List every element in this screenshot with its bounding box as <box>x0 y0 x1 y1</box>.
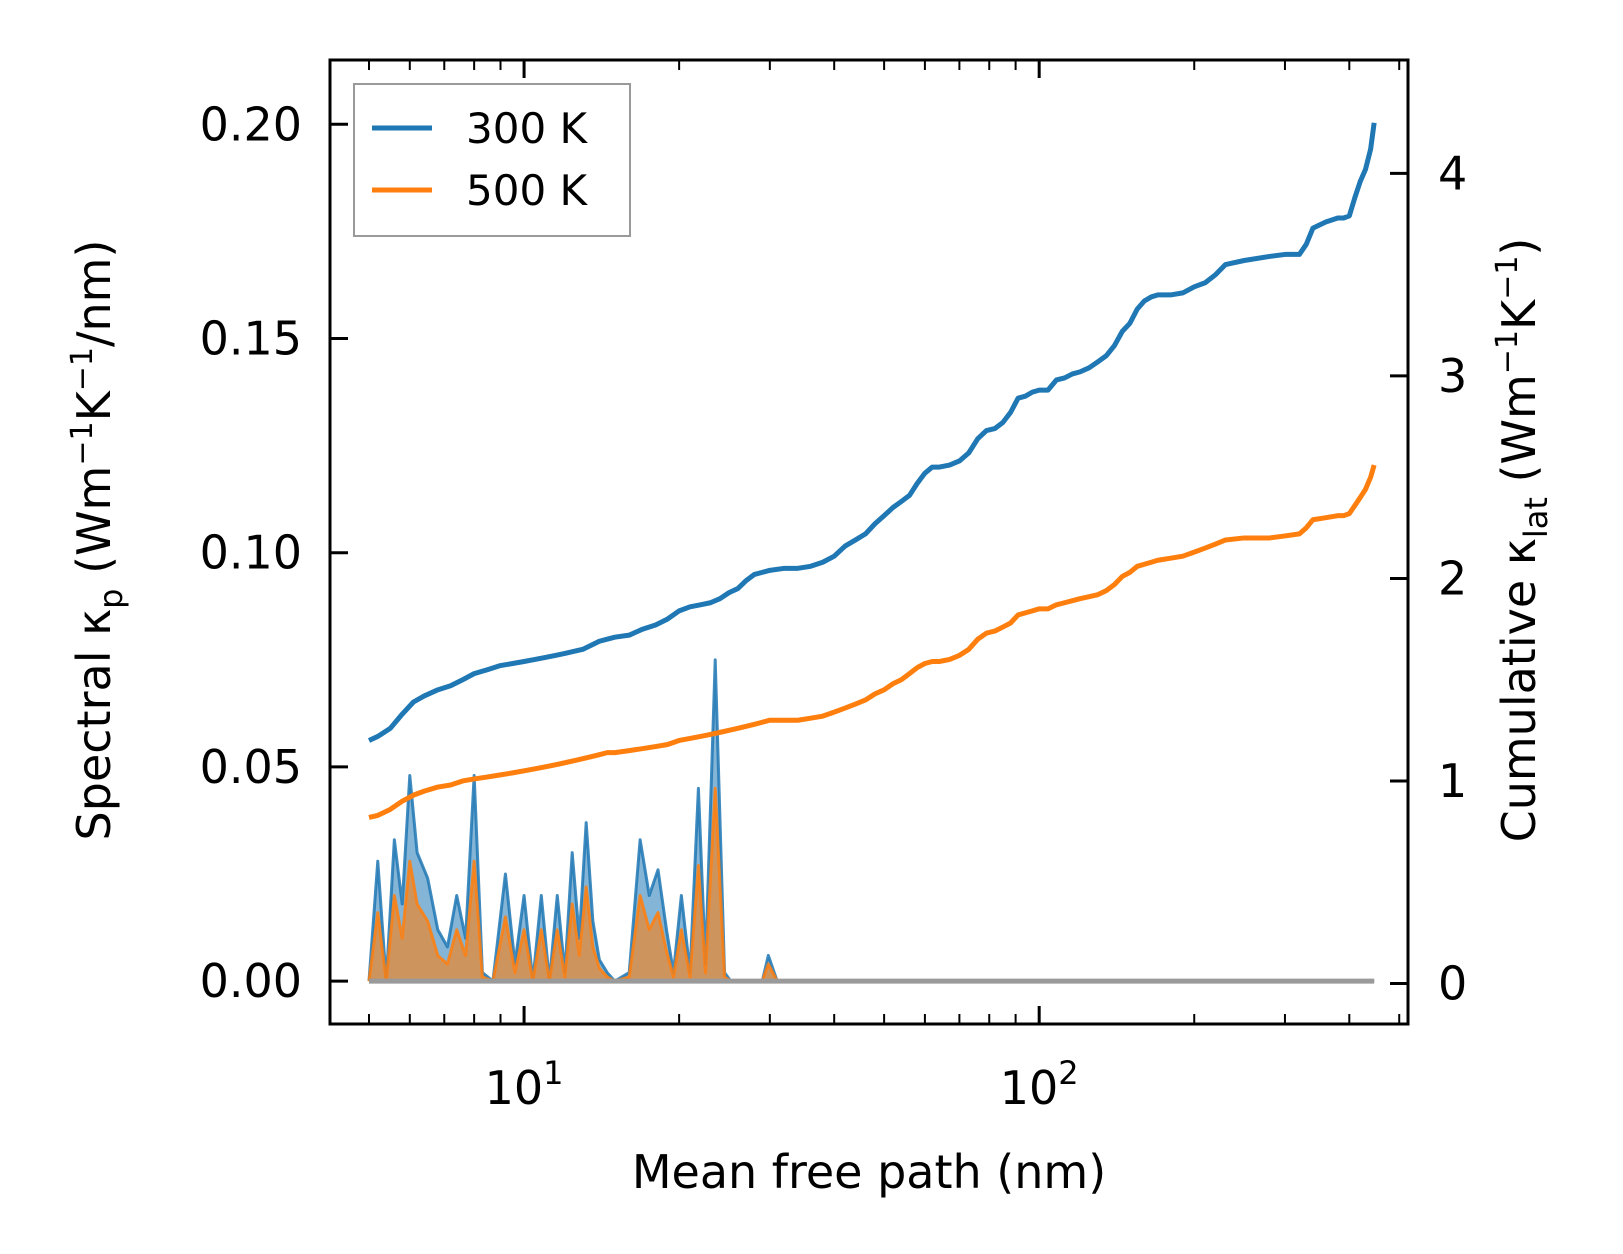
y-right-axis-title-unit-c: ) <box>1492 238 1546 256</box>
y-right-axis-title-text: Cumulative κ <box>1492 538 1546 842</box>
legend-label: 300 K <box>466 104 589 153</box>
y-left-tick-label: 0.20 <box>200 97 302 151</box>
y-left-tick-label: 0.10 <box>200 526 302 580</box>
y-right-axis-title: Cumulative κlat (Wm−1K−1) <box>1490 238 1555 843</box>
y-right-tick-label: 3 <box>1438 349 1467 403</box>
y-right-tick-label: 2 <box>1438 551 1467 605</box>
y-right-axis-title-sub: lat <box>1517 497 1555 538</box>
y-left-axis-title-text: Spectral κ <box>67 609 121 841</box>
y-right-tick-label: 4 <box>1438 146 1467 200</box>
y-left-axis-title-sup-a: −1 <box>65 421 100 465</box>
y-left-axis-title-unit-a: (Wm <box>67 466 121 589</box>
legend-label: 500 K <box>466 166 589 215</box>
cumulative-line-300k <box>367 122 1377 743</box>
x-tick-label-base: 10 <box>1000 1061 1059 1115</box>
y-right-tick-label: 1 <box>1438 754 1467 808</box>
y-left-axis-title-unit-c: /nm) <box>67 240 121 347</box>
x-axis-title: Mean free path (nm) <box>632 1145 1106 1199</box>
y-left-tick-label: 0.15 <box>200 311 302 365</box>
y-left-tick-label: 0.05 <box>200 740 302 794</box>
plot-area <box>367 122 1377 984</box>
legend: 300 K 500 K <box>353 83 631 237</box>
x-tick-label: 101 <box>485 1054 564 1115</box>
y-right-axis-title-sup-b: −1 <box>1490 256 1525 300</box>
y-right-axis-title-sup-a: −1 <box>1490 330 1525 374</box>
legend-box <box>353 83 631 237</box>
axes-frame <box>328 58 1410 1026</box>
y-left-axis-title-unit-b: K <box>67 389 121 421</box>
y-left-tick-label: 0.00 <box>200 954 302 1008</box>
y-left-axis-title-sub: p <box>92 588 130 608</box>
y-right-axis-title-unit-b: K <box>1492 298 1546 330</box>
cumulative-line-500k <box>368 464 1377 820</box>
y-right-axis-title-unit-a: (Wm <box>1492 374 1546 497</box>
y-right-tick-label: 0 <box>1438 956 1467 1010</box>
y-left-axis-title: Spectral κp (Wm−1K−1/nm) <box>65 240 130 841</box>
x-tick-label-base: 10 <box>485 1061 544 1115</box>
x-tick-label: 102 <box>1000 1054 1079 1115</box>
x-tick-label-exp: 1 <box>543 1054 563 1092</box>
y-left-axis-title-sup-b: −1 <box>65 347 100 391</box>
spectral-area-500k <box>369 788 1375 982</box>
x-tick-label-exp: 2 <box>1058 1054 1078 1092</box>
